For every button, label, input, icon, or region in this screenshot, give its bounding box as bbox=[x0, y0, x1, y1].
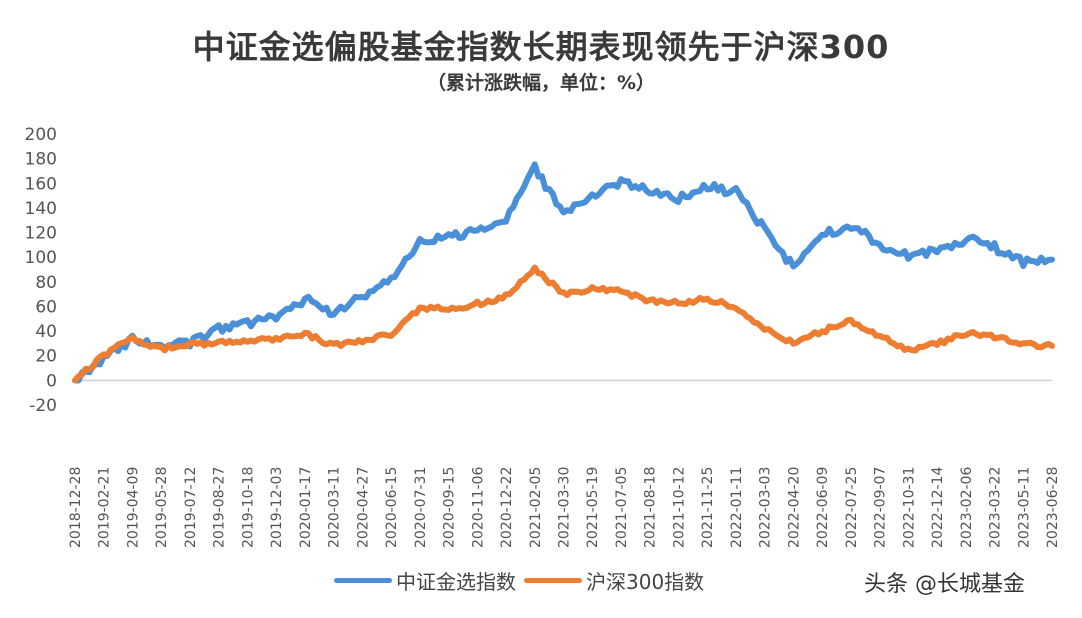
y-tick-label: 80 bbox=[35, 273, 57, 293]
legend-swatch-hs300 bbox=[524, 578, 582, 583]
x-tick-label: 2022-01-11 bbox=[729, 467, 745, 548]
x-tick-label: 2020-09-15 bbox=[442, 467, 458, 548]
y-tick-label: 200 bbox=[25, 125, 57, 145]
x-tick-label: 2020-03-11 bbox=[327, 467, 343, 548]
x-tick-label: 2020-11-06 bbox=[470, 467, 486, 548]
x-tick-label: 2022-06-09 bbox=[815, 467, 831, 548]
y-tick-label: 180 bbox=[25, 150, 57, 170]
series-line-hs300 bbox=[72, 264, 1055, 384]
x-tick-label: 2021-10-12 bbox=[671, 467, 687, 548]
x-tick-label: 2019-04-09 bbox=[125, 467, 141, 548]
x-tick-label: 2019-05-28 bbox=[154, 467, 170, 548]
series-line-jinxuan bbox=[72, 161, 1055, 384]
x-tick-label: 2020-12-22 bbox=[499, 467, 515, 548]
chart-title: 中证金选偏股基金指数长期表现领先于沪深300 bbox=[192, 28, 890, 66]
y-tick-label: 60 bbox=[35, 297, 57, 317]
x-tick-label: 2020-07-31 bbox=[413, 467, 429, 548]
y-tick-label: 20 bbox=[35, 347, 57, 367]
x-tick-label: 2022-03-03 bbox=[758, 467, 774, 548]
x-tick-label: 2023-03-22 bbox=[988, 467, 1004, 548]
legend-swatch-jinxuan bbox=[334, 578, 392, 583]
x-tick-label: 2019-08-27 bbox=[212, 467, 228, 548]
chart-subtitle: （累计涨跌幅，单位：%） bbox=[426, 72, 656, 94]
x-tick-label: 2019-02-21 bbox=[97, 467, 113, 548]
x-tick-label: 2020-04-27 bbox=[355, 467, 371, 548]
x-tick-label: 2020-06-15 bbox=[384, 467, 400, 548]
x-tick-label: 2018-12-28 bbox=[68, 467, 84, 548]
y-tick-label: 0 bbox=[46, 371, 57, 391]
x-tick-label: 2022-07-25 bbox=[844, 467, 860, 548]
x-tick-label: 2019-07-12 bbox=[183, 467, 199, 548]
watermark: 头条 @长城基金 bbox=[864, 572, 1025, 597]
x-tick-label: 2021-02-05 bbox=[528, 467, 544, 548]
x-tick-label: 2019-10-18 bbox=[240, 467, 256, 548]
x-tick-label: 2023-05-11 bbox=[1016, 467, 1032, 548]
legend-label-hs300: 沪深300指数 bbox=[586, 570, 705, 594]
x-tick-label: 2022-10-31 bbox=[901, 467, 917, 548]
legend: 中证金选指数 沪深300指数 bbox=[334, 566, 712, 595]
y-tick-label: 100 bbox=[25, 248, 57, 268]
legend-label-jinxuan: 中证金选指数 bbox=[396, 570, 516, 594]
x-tick-label: 2019-12-03 bbox=[269, 467, 285, 548]
x-tick-label: 2022-12-14 bbox=[930, 467, 946, 548]
y-tick-label: 160 bbox=[25, 174, 57, 194]
y-tick-label: 40 bbox=[35, 322, 57, 342]
y-tick-label: -20 bbox=[29, 396, 57, 416]
legend-item-jinxuan: 中证金选指数 bbox=[334, 566, 516, 595]
y-tick-label: 120 bbox=[25, 224, 57, 244]
x-tick-label: 2023-06-28 bbox=[1045, 467, 1061, 548]
legend-item-hs300: 沪深300指数 bbox=[524, 566, 704, 595]
x-tick-label: 2022-04-20 bbox=[786, 467, 802, 548]
x-tick-label: 2021-03-30 bbox=[557, 467, 573, 548]
x-tick-label: 2021-08-18 bbox=[643, 467, 659, 548]
x-tick-label: 2021-05-19 bbox=[585, 467, 601, 548]
x-tick-label: 2021-11-25 bbox=[700, 467, 716, 548]
x-tick-label: 2023-02-06 bbox=[959, 467, 975, 548]
x-tick-label: 2020-01-17 bbox=[298, 467, 314, 548]
y-tick-label: 140 bbox=[25, 199, 57, 219]
x-tick-label: 2021-07-05 bbox=[614, 467, 630, 548]
x-tick-label: 2022-09-07 bbox=[873, 467, 889, 548]
